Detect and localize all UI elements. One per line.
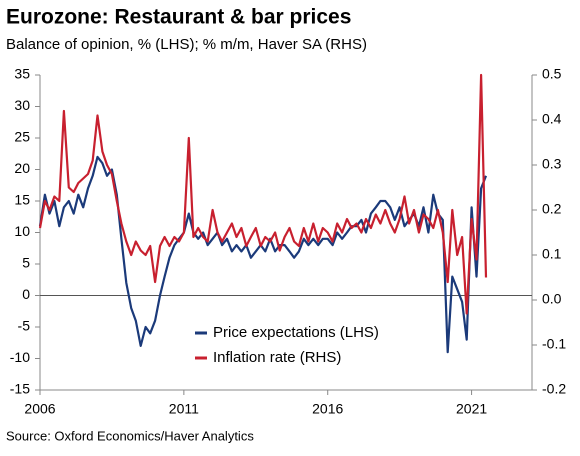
y-tick-label: 15	[14, 192, 30, 208]
y-tick-label: -15	[10, 381, 30, 397]
chart-subtitle: Balance of opinion, % (LHS); % m/m, Have…	[6, 36, 367, 53]
x-tick-label: 2011	[169, 401, 199, 417]
y2-tick-label: 0.0	[542, 291, 562, 307]
series-line	[38, 73, 488, 315]
chart-title: Eurozone: Restaurant & bar prices	[6, 6, 351, 29]
legend-label: Inflation rate (RHS)	[213, 349, 341, 366]
source: Source: Oxford Economics/Haver Analytics	[6, 428, 254, 443]
y2-tick-label: 0.4	[542, 111, 562, 127]
y-tick-label: 25	[14, 129, 30, 145]
legend-label: Price expectations (LHS)	[213, 324, 379, 341]
y2-tick-label: 0.1	[542, 246, 562, 262]
y-tick-label: 35	[14, 66, 30, 82]
y-tick-label: -10	[10, 349, 30, 365]
series-line	[38, 155, 488, 354]
y-tick-label: 10	[14, 223, 30, 239]
y-tick-label: 5	[22, 255, 30, 271]
y2-tick-label: 0.2	[542, 201, 562, 217]
y-tick-label: 30	[14, 97, 30, 113]
y2-tick-label: -0.2	[542, 381, 566, 397]
y-tick-label: 20	[14, 160, 30, 176]
y2-tick-label: 0.5	[542, 66, 562, 82]
x-tick-label: 2006	[24, 401, 55, 417]
x-tick-label: 2021	[456, 401, 487, 417]
x-tick-label: 2016	[312, 401, 343, 417]
y2-tick-label: -0.1	[542, 336, 566, 352]
y2-tick-label: 0.3	[542, 156, 562, 172]
y-tick-label: 0	[22, 286, 30, 302]
y-tick-label: -5	[18, 318, 31, 334]
